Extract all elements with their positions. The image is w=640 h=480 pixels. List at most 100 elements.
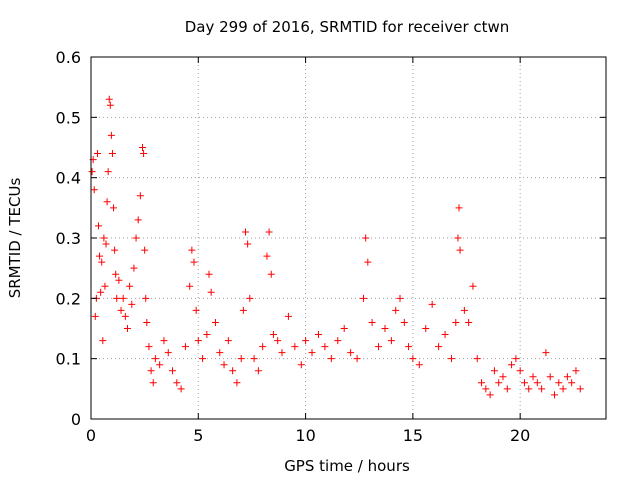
data-point xyxy=(490,367,498,375)
data-point xyxy=(387,337,395,345)
data-point xyxy=(465,318,473,326)
data-point xyxy=(274,337,282,345)
data-point xyxy=(563,373,571,381)
data-point xyxy=(381,325,389,332)
data-point xyxy=(128,300,136,308)
data-point xyxy=(205,270,213,278)
data-point xyxy=(512,355,520,363)
data-point xyxy=(409,355,417,363)
y-tick-label: 0.5 xyxy=(56,108,81,127)
data-point xyxy=(147,367,155,375)
axes: 0 5 10 15 20 0 0.1 0.2 0.3 0.4 0.5 0.6 xyxy=(56,48,606,445)
data-point xyxy=(143,318,151,326)
data-point xyxy=(207,288,215,296)
data-point xyxy=(111,246,119,254)
data-point xyxy=(368,318,376,326)
data-point xyxy=(101,282,109,290)
data-point xyxy=(239,306,247,314)
data-point xyxy=(392,306,400,314)
data-point xyxy=(576,385,584,393)
data-point xyxy=(141,246,149,254)
y-tick-label: 0.2 xyxy=(56,289,81,308)
data-point xyxy=(396,294,404,302)
data-point xyxy=(181,343,189,351)
data-point xyxy=(121,312,129,320)
data-point xyxy=(229,367,237,375)
data-point xyxy=(538,385,546,393)
data-point xyxy=(297,361,305,369)
data-point xyxy=(244,240,252,248)
data-point xyxy=(93,150,101,158)
data-point xyxy=(100,234,108,242)
data-point xyxy=(104,168,112,176)
data-point xyxy=(428,300,436,308)
data-point xyxy=(149,379,157,387)
data-point xyxy=(482,385,490,393)
data-point xyxy=(314,331,322,339)
y-tick-label: 0 xyxy=(71,410,81,429)
data-point xyxy=(117,306,125,314)
data-point xyxy=(151,355,159,363)
data-point xyxy=(568,379,576,387)
data-point xyxy=(194,337,202,345)
data-point xyxy=(422,325,430,332)
data-point xyxy=(112,270,120,278)
data-point xyxy=(265,228,273,236)
y-tick-label: 0.4 xyxy=(56,169,81,188)
data-point xyxy=(220,361,228,369)
data-point xyxy=(456,246,464,254)
data-point xyxy=(113,294,121,302)
data-point xyxy=(546,373,554,381)
data-point xyxy=(503,385,511,393)
data-point xyxy=(362,234,370,242)
data-point xyxy=(97,288,105,296)
data-point xyxy=(164,349,172,357)
data-point xyxy=(123,325,131,332)
data-point xyxy=(160,337,168,345)
data-point xyxy=(455,204,463,212)
data-point xyxy=(203,331,211,339)
x-tick-label: 20 xyxy=(510,426,530,445)
data-point xyxy=(278,349,286,357)
data-point xyxy=(555,379,563,387)
data-points xyxy=(88,95,584,399)
y-tick-label: 0.1 xyxy=(56,350,81,369)
data-point xyxy=(267,270,275,278)
data-point xyxy=(145,343,153,351)
data-point xyxy=(529,373,537,381)
data-point xyxy=(321,343,329,351)
grid xyxy=(91,57,606,419)
data-point xyxy=(469,282,477,290)
data-point xyxy=(435,343,443,351)
data-point xyxy=(119,294,127,302)
data-point xyxy=(347,349,355,357)
data-point xyxy=(559,385,567,393)
x-tick-label: 5 xyxy=(193,426,203,445)
data-point xyxy=(88,168,96,176)
data-point xyxy=(520,379,528,387)
data-point xyxy=(216,349,224,357)
data-point xyxy=(242,228,249,236)
data-point xyxy=(237,355,245,363)
data-point xyxy=(233,379,241,387)
data-point xyxy=(572,367,580,375)
data-point xyxy=(192,306,200,314)
data-point xyxy=(254,367,262,375)
data-point xyxy=(134,216,142,224)
data-point xyxy=(478,379,486,387)
data-point xyxy=(139,144,146,151)
data-point xyxy=(454,234,462,242)
data-point xyxy=(415,361,423,369)
data-point xyxy=(140,150,148,158)
data-point xyxy=(551,391,558,399)
data-point xyxy=(291,343,299,351)
data-point xyxy=(308,349,316,357)
data-point xyxy=(284,312,292,320)
data-point xyxy=(108,150,116,158)
data-point xyxy=(263,252,271,260)
data-point xyxy=(190,258,198,266)
data-point xyxy=(486,391,494,399)
data-point xyxy=(508,361,516,369)
x-tick-label: 10 xyxy=(295,426,315,445)
